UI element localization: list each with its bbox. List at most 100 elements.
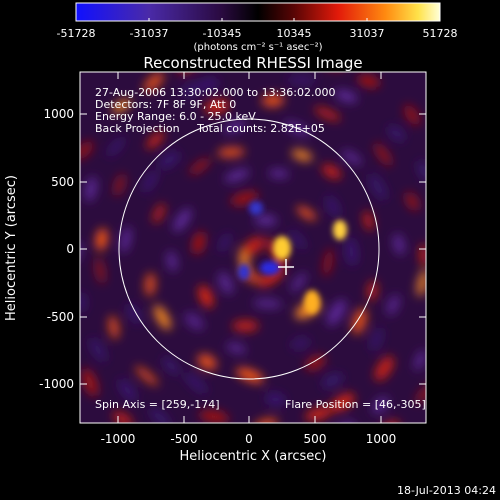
x-axis-ticks — [117, 72, 382, 423]
y-axis-ticks — [80, 113, 426, 385]
fringe-blob — [184, 372, 208, 394]
x-tick-label: 1000 — [366, 432, 397, 446]
fringe-blob — [363, 210, 374, 231]
x-tick-label: 0 — [245, 432, 253, 446]
y-tick-label: -1000 — [39, 377, 74, 391]
fringe-blob — [126, 303, 142, 325]
fringe-blob — [112, 99, 131, 113]
fringe-blob — [84, 176, 98, 202]
fringe-blob — [158, 151, 180, 169]
colorbar-tick-label: 10345 — [277, 27, 312, 40]
fringe-blob — [261, 94, 285, 107]
fringe-blob — [345, 237, 358, 266]
y-tick-label: -500 — [47, 310, 74, 324]
info-energy-range: Energy Range: 6.0 - 25.0 keV — [95, 110, 256, 123]
fringe-blob — [218, 271, 234, 295]
fringe-blob — [120, 226, 132, 253]
fringe-blob — [268, 168, 290, 179]
fringe-blob — [326, 299, 347, 326]
observation-info: 27-Aug-2006 13:30:02.000 to 13:36:02.000… — [95, 86, 336, 135]
fringe-blob — [417, 160, 426, 182]
fringe-blob — [153, 305, 171, 330]
fringe-blob — [253, 298, 283, 309]
colorbar-tick-label: -51728 — [57, 27, 96, 40]
fringe-blob — [265, 392, 286, 406]
fringe-blob — [135, 365, 159, 386]
fringe-blob — [232, 320, 259, 332]
fringe-blob — [242, 236, 265, 256]
fringe-blob — [80, 141, 94, 160]
fringe-blob — [184, 312, 205, 330]
timestamp: 18-Jul-2013 04:24 — [397, 484, 496, 497]
flare-marker — [278, 259, 294, 275]
fringe-blob — [374, 143, 392, 166]
fringe-blob — [258, 268, 284, 287]
fringe-blob — [330, 393, 355, 412]
fringe-blob — [197, 353, 217, 370]
fringe-blob — [455, 300, 476, 329]
fringe-blob — [357, 74, 380, 88]
x-tick-label: -1000 — [101, 432, 136, 446]
fringe-blob — [143, 72, 164, 92]
fringe-blob — [114, 173, 125, 197]
fringe-blob — [403, 104, 421, 126]
rhessi-image — [42, 72, 480, 479]
colorbar-tick-label: -31037 — [130, 27, 169, 40]
fringe-blob — [463, 212, 475, 239]
fringe-blob — [146, 131, 165, 149]
colorbar-unit-label: (photons cm⁻² s⁻¹ asec⁻²) — [193, 42, 322, 53]
plot-frame — [79, 71, 427, 424]
fringe-blob — [118, 379, 137, 402]
fringe-blob — [196, 78, 220, 90]
colorbar-tick-label: 31037 — [350, 27, 385, 40]
fringe-blob — [287, 75, 316, 85]
fringe-blob — [219, 232, 231, 253]
fringe-blob — [223, 120, 247, 133]
flare-position-label: Flare Position = [46,-305] — [285, 398, 426, 411]
fringe-blob — [352, 307, 367, 335]
fringe-blob — [89, 337, 107, 362]
fringe-blob — [414, 350, 426, 371]
fringe-blob — [325, 195, 341, 218]
fringe-blob — [217, 147, 245, 158]
fringe-blob — [374, 356, 394, 381]
colorbar-ticks — [75, 18, 441, 21]
fringe-blob — [288, 229, 307, 250]
info-time-range: 27-Aug-2006 13:30:02.000 to 13:36:02.000 — [95, 86, 336, 99]
y-axis-label: Heliocentric Y (arcsec) — [4, 175, 19, 321]
fringe-blob — [254, 418, 279, 423]
fringe-blob — [393, 233, 405, 255]
fringe-blob — [432, 307, 445, 333]
fringe-blob — [290, 337, 311, 350]
fringe-blob — [173, 208, 192, 232]
y-tick-label: 1000 — [43, 107, 74, 121]
fringe-blob — [226, 342, 247, 354]
fringe-blob — [448, 178, 470, 203]
fringe-blob — [144, 272, 156, 297]
fringe-blob — [305, 355, 326, 371]
fringe-blob — [107, 136, 125, 157]
spin-axis-label: Spin Axis = [259,-174] — [95, 398, 220, 411]
info-method-counts: Back Projection Total counts: 2.82E+05 — [95, 122, 325, 135]
x-tick-label: -500 — [170, 432, 197, 446]
fringe-blob — [216, 462, 238, 476]
colorbar-tick-label: -10345 — [203, 27, 242, 40]
fringe-blob — [46, 265, 59, 294]
fringe-blob — [267, 464, 289, 479]
fringe-blob — [224, 169, 250, 182]
fringe-blob — [441, 261, 455, 288]
fringe-blob — [321, 373, 344, 388]
fringe-blob — [388, 125, 405, 142]
fringe-blob — [335, 89, 358, 103]
fringe-blob — [199, 410, 229, 423]
fringe-blob — [296, 206, 317, 221]
fringe-blob — [462, 266, 480, 292]
solar-limb — [118, 118, 380, 380]
fringe-blob — [204, 99, 230, 114]
fringe-blob — [42, 223, 64, 253]
plot-title: Reconstructed RHESSI Image — [143, 54, 362, 72]
fringe-blob — [341, 149, 363, 165]
y-tick-label: 500 — [51, 175, 74, 189]
fringe-blob — [198, 285, 214, 308]
fringe-blob — [372, 396, 389, 415]
